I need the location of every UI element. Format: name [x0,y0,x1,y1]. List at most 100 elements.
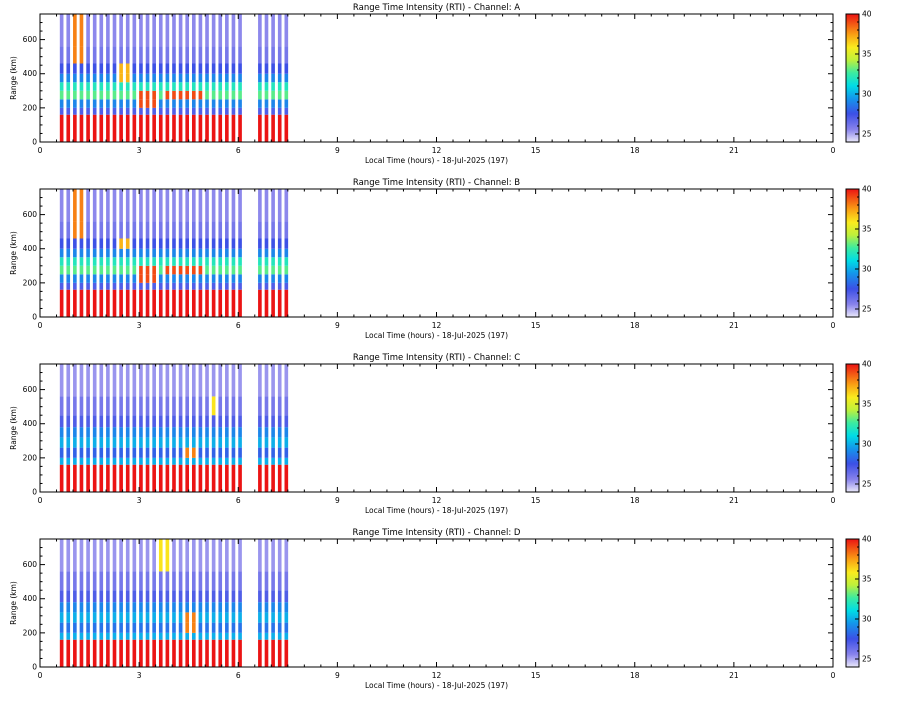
heatmap-cell [258,107,262,115]
heatmap-cell [178,46,183,64]
heatmap-cell [139,447,143,458]
heatmap-cell [191,99,196,108]
heatmap-cell [218,73,223,83]
heatmap-cell [277,107,282,115]
heatmap-cell [205,437,209,448]
heatmap-cell [205,415,209,428]
heatmap-cell [211,257,216,266]
heatmap-cell [59,364,64,397]
heatmap-cell [238,189,242,222]
heatmap-cell [86,571,90,591]
heatmap-cell [145,282,150,290]
heatmap-cell [185,265,190,275]
heatmap-cell [73,364,77,397]
heatmap-cell [132,248,137,258]
heatmap-cell [152,107,156,115]
heatmap-cell [178,571,183,591]
heatmap-cell [218,248,223,258]
heatmap-cell [139,82,143,91]
heatmap-cell [139,189,143,222]
heatmap-cell [139,571,143,591]
heatmap-cell [205,622,209,633]
heatmap-cell [59,457,64,465]
heatmap-cell [211,622,216,633]
heatmap-cell [119,464,123,492]
heatmap-cell [205,539,209,572]
heatmap-cell [119,189,123,222]
heatmap-cell [258,632,262,640]
heatmap-cell [178,265,183,275]
heatmap-cell [238,238,242,249]
heatmap-cell [106,464,110,492]
heatmap-cell [125,602,130,613]
heatmap-cell [191,447,196,458]
heatmap-cell [211,612,216,623]
heatmap-cell [145,415,150,428]
heatmap-cell [258,90,262,100]
heatmap-cell [66,539,71,572]
heatmap-cell [92,447,97,458]
heatmap-cell [158,612,163,623]
heatmap-cell [218,82,223,91]
heatmap-cell [185,612,190,623]
heatmap-cell [211,73,216,83]
heatmap-cell [106,289,110,317]
heatmap-cell [73,107,77,115]
heatmap-cell [218,107,223,115]
heatmap-cell [218,289,223,317]
heatmap-cell [66,63,71,74]
heatmap-cell [112,612,117,623]
colorbar-tick-label: 35 [862,400,872,409]
heatmap-cell [238,73,242,83]
heatmap-cell [106,46,110,64]
heatmap-cell [271,63,275,74]
heatmap-cell [258,265,262,275]
heatmap-cell [185,238,190,249]
heatmap-cell [264,274,269,283]
heatmap-cell [139,427,143,438]
heatmap-cell [264,282,269,290]
heatmap-cell [271,437,275,448]
heatmap-cell [211,14,216,47]
heatmap-cell [277,364,282,397]
heatmap-cell [211,464,216,492]
heatmap-cell [205,63,209,74]
heatmap-cell [238,590,242,603]
heatmap-cell [264,221,269,239]
heatmap-cell [231,289,236,317]
heatmap-cell [73,114,77,142]
heatmap-cell [277,437,282,448]
heatmap-cell [158,639,163,667]
heatmap-cell [59,73,64,83]
heatmap-cell [191,457,196,465]
heatmap-cell [225,639,229,667]
heatmap-cell [211,590,216,603]
heatmap-cell [79,274,84,283]
heatmap-cell [92,265,97,275]
heatmap-cell [211,221,216,239]
heatmap-cell [79,257,84,266]
heatmap-cell [211,274,216,283]
heatmap-cell [165,622,170,633]
heatmap-cell [258,427,262,438]
x-tick-label: 9 [335,671,340,680]
heatmap-cell [218,221,223,239]
heatmap-cell [271,447,275,458]
heatmap-cell [264,571,269,591]
heatmap-cell [277,73,282,83]
heatmap-cell [59,632,64,640]
heatmap-cell [112,221,117,239]
heatmap-cell [178,99,183,108]
heatmap-cell [277,282,282,290]
heatmap-cell [284,289,289,317]
heatmap-cell [218,99,223,108]
heatmap-cell [59,602,64,613]
heatmap-cell [86,90,90,100]
heatmap-cell [99,396,104,416]
heatmap-cell [152,539,156,572]
heatmap-cell [73,248,77,258]
heatmap-cell [264,396,269,416]
heatmap-cell [185,571,190,591]
heatmap-cell [264,415,269,428]
heatmap-cell [178,364,183,397]
